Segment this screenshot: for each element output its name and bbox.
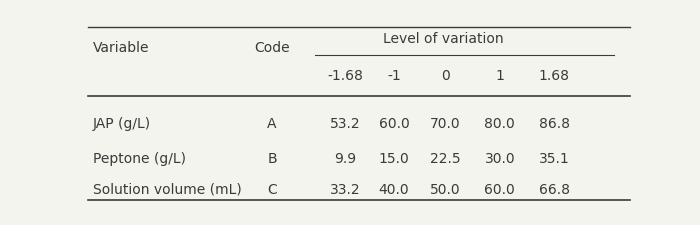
Text: 70.0: 70.0 <box>430 117 461 131</box>
Text: -1: -1 <box>387 68 401 83</box>
Text: 1.68: 1.68 <box>538 68 570 83</box>
Text: 9.9: 9.9 <box>334 152 356 166</box>
Text: -1.68: -1.68 <box>328 68 363 83</box>
Text: Level of variation: Level of variation <box>382 32 503 46</box>
Text: 15.0: 15.0 <box>379 152 410 166</box>
Text: 66.8: 66.8 <box>538 183 570 197</box>
Text: 60.0: 60.0 <box>484 183 515 197</box>
Text: 80.0: 80.0 <box>484 117 515 131</box>
Text: 35.1: 35.1 <box>539 152 569 166</box>
Text: 60.0: 60.0 <box>379 117 410 131</box>
Text: Code: Code <box>254 41 290 55</box>
Text: Variable: Variable <box>93 41 149 55</box>
Text: C: C <box>267 183 276 197</box>
Text: JAP (g/L): JAP (g/L) <box>93 117 151 131</box>
Text: 53.2: 53.2 <box>330 117 360 131</box>
Text: B: B <box>267 152 276 166</box>
Text: 50.0: 50.0 <box>430 183 461 197</box>
Text: 1: 1 <box>496 68 504 83</box>
Text: Peptone (g/L): Peptone (g/L) <box>93 152 186 166</box>
Text: 40.0: 40.0 <box>379 183 410 197</box>
Text: 33.2: 33.2 <box>330 183 360 197</box>
Text: 0: 0 <box>441 68 450 83</box>
Text: 86.8: 86.8 <box>538 117 570 131</box>
Text: 22.5: 22.5 <box>430 152 461 166</box>
Text: Solution volume (mL): Solution volume (mL) <box>93 183 242 197</box>
Text: 30.0: 30.0 <box>484 152 515 166</box>
Text: A: A <box>267 117 276 131</box>
